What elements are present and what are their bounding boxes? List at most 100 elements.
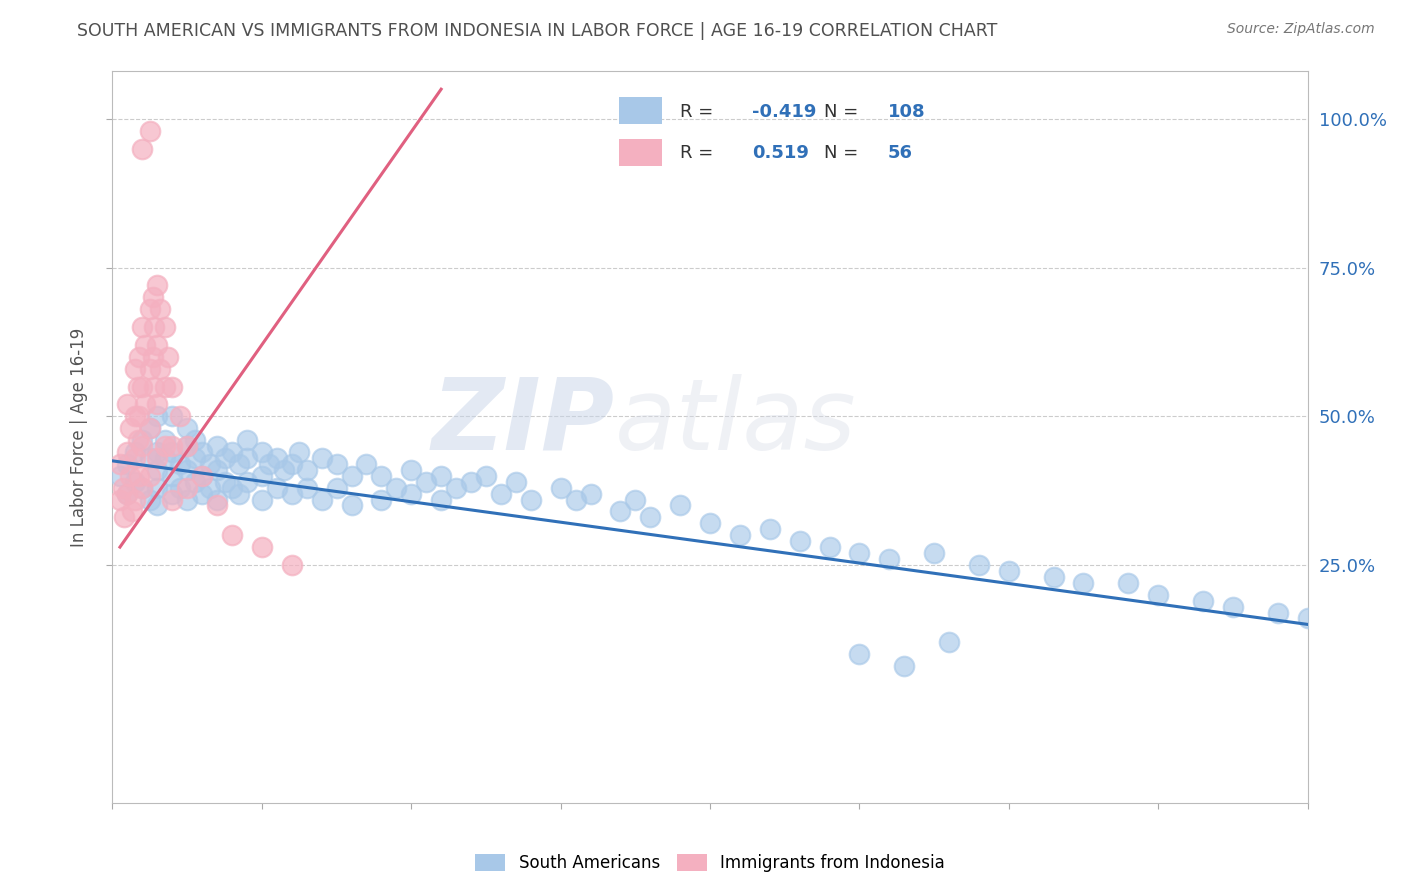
Point xyxy=(250,468,273,483)
Point xyxy=(146,397,169,411)
Point xyxy=(489,486,512,500)
Point xyxy=(505,475,527,489)
Point xyxy=(146,445,169,459)
Point xyxy=(370,492,392,507)
Point xyxy=(250,492,273,507)
Point xyxy=(169,481,191,495)
Point xyxy=(134,397,156,411)
Point xyxy=(1296,611,1319,625)
Point xyxy=(191,468,214,483)
Point xyxy=(134,338,156,352)
Point xyxy=(236,475,259,489)
Point xyxy=(162,445,183,459)
Point xyxy=(120,468,142,483)
Point xyxy=(153,379,176,393)
Point xyxy=(139,124,162,138)
Point xyxy=(273,463,295,477)
Point xyxy=(250,540,273,554)
Point xyxy=(1267,606,1289,620)
Point xyxy=(430,492,453,507)
Point xyxy=(879,552,901,566)
Point xyxy=(550,481,572,495)
Point xyxy=(893,659,915,673)
Point xyxy=(205,492,228,507)
Point xyxy=(162,468,183,483)
Point xyxy=(149,302,172,317)
Point xyxy=(176,463,198,477)
Point xyxy=(669,499,692,513)
Point xyxy=(340,468,363,483)
Point xyxy=(117,397,139,411)
Point xyxy=(124,445,146,459)
Point xyxy=(131,481,153,495)
Point xyxy=(967,558,990,572)
Point xyxy=(176,421,198,435)
Point xyxy=(475,468,498,483)
Point xyxy=(111,481,134,495)
Point xyxy=(759,522,782,536)
Text: ZIP: ZIP xyxy=(432,374,614,471)
Point xyxy=(108,457,131,471)
Point xyxy=(236,433,259,447)
Point xyxy=(640,510,662,524)
Point xyxy=(139,361,162,376)
Point xyxy=(198,457,221,471)
Point xyxy=(183,475,205,489)
Point xyxy=(311,450,333,465)
Point xyxy=(162,409,183,424)
Point xyxy=(325,481,347,495)
Point xyxy=(124,450,146,465)
Point xyxy=(131,433,153,447)
Point xyxy=(295,463,318,477)
Point xyxy=(156,350,179,364)
Point xyxy=(221,528,243,542)
Point xyxy=(153,439,176,453)
Point xyxy=(214,450,236,465)
Point xyxy=(401,486,423,500)
Point xyxy=(699,516,721,531)
Point xyxy=(998,564,1021,578)
Point xyxy=(146,463,169,477)
Point xyxy=(120,421,142,435)
Point xyxy=(564,492,586,507)
Text: atlas: atlas xyxy=(614,374,856,471)
Point xyxy=(117,445,139,459)
Point xyxy=(153,320,176,334)
Point xyxy=(139,421,162,435)
Point xyxy=(176,439,198,453)
Point xyxy=(288,445,311,459)
Point xyxy=(183,433,205,447)
Point xyxy=(127,433,149,447)
Point xyxy=(146,409,169,424)
Point xyxy=(142,350,165,364)
Point xyxy=(162,492,183,507)
Point xyxy=(153,433,176,447)
Point xyxy=(142,290,165,304)
Point xyxy=(169,409,191,424)
Point xyxy=(281,457,304,471)
Point xyxy=(131,439,153,453)
Point xyxy=(295,481,318,495)
Point xyxy=(205,439,228,453)
Point xyxy=(128,350,150,364)
Point xyxy=(114,510,135,524)
Point xyxy=(385,481,408,495)
Point xyxy=(139,492,162,507)
Point xyxy=(146,499,169,513)
Point xyxy=(198,481,221,495)
Point xyxy=(146,450,169,465)
Point xyxy=(520,492,543,507)
Point xyxy=(117,457,139,471)
Point xyxy=(127,379,149,393)
Point xyxy=(1222,599,1244,614)
Text: SOUTH AMERICAN VS IMMIGRANTS FROM INDONESIA IN LABOR FORCE | AGE 16-19 CORRELATI: SOUTH AMERICAN VS IMMIGRANTS FROM INDONE… xyxy=(77,22,998,40)
Point xyxy=(149,361,172,376)
Point xyxy=(1042,570,1064,584)
Point xyxy=(128,409,150,424)
Point xyxy=(183,450,205,465)
Point xyxy=(266,481,288,495)
Point xyxy=(579,486,602,500)
Point xyxy=(818,540,841,554)
Point xyxy=(131,481,153,495)
Point xyxy=(191,468,214,483)
